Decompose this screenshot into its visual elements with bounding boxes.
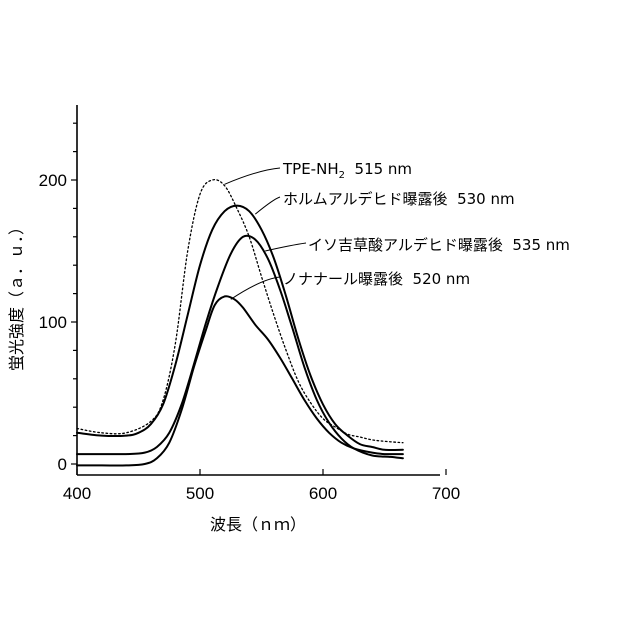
x-axis-title: 波長（ｎｍ） (210, 515, 306, 534)
y-tick-label-200: 200 (39, 171, 67, 190)
y-tick-label-0: 0 (58, 455, 67, 474)
x-tick-label-500: 500 (186, 484, 214, 503)
axis-ticks: 400 500 600 700 0 100 200 (39, 123, 461, 503)
series-line-1 (77, 180, 403, 443)
x-tick-label-700: 700 (432, 484, 460, 503)
annotation-label-4: ノナナール曝露後 520 nm (283, 270, 470, 288)
annotation-leader-1 (225, 168, 280, 184)
y-tick-label-100: 100 (39, 313, 67, 332)
annotation-leader-4 (231, 277, 280, 299)
series-group (77, 180, 403, 466)
annotation-label-1: TPE-NH2 515 nm (282, 160, 412, 181)
x-tick-label-400: 400 (63, 484, 91, 503)
annotation-leader-2 (255, 197, 280, 214)
x-tick-label-600: 600 (309, 484, 337, 503)
y-axis-title: 蛍光強度（ａ．ｕ．） (7, 219, 26, 371)
annotation-leader-3 (265, 243, 306, 251)
annotation-label-3: イソ吉草酸アルデヒド曝露後 535 nm (308, 236, 570, 254)
annotation-label-2: ホルムアルデヒド曝露後 530 nm (283, 190, 515, 208)
